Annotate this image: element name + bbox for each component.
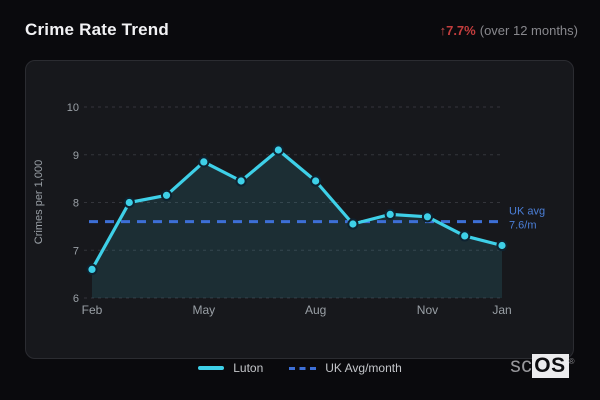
x-tick-label: Nov (417, 303, 438, 317)
scos-logo: scOS ® (510, 352, 575, 380)
data-point (459, 230, 471, 242)
trend-up-icon: ↑ (439, 23, 447, 38)
series-line (90, 148, 504, 271)
x-tick-label: Aug (305, 303, 326, 317)
legend-item-luton[interactable]: Luton (198, 361, 263, 375)
dashed-line-swatch-icon (289, 366, 317, 370)
trend-value: 7.7% (446, 23, 476, 38)
y-tick-label: 10 (67, 102, 79, 114)
data-point (384, 208, 396, 220)
logo-prefix: sc (510, 354, 533, 377)
x-tick-label: Feb (82, 303, 103, 317)
chart-legend: Luton UK Avg/month (0, 358, 600, 378)
legend-item-uk-avg[interactable]: UK Avg/month (289, 361, 402, 375)
chart-canvas: 6 7 8 9 10 Crimes per 1,000 Feb May Aug Nov Jan UK … (33, 102, 545, 317)
solid-line-swatch-icon (198, 366, 225, 370)
data-point (86, 263, 98, 275)
y-tick-label: 8 (73, 198, 79, 210)
page-title: Crime Rate Trend (25, 20, 169, 39)
uk-avg-value: 7.6/m (509, 220, 537, 232)
data-point (421, 211, 434, 223)
legend-label: Luton (233, 361, 264, 375)
x-tick-label: Jan (492, 303, 511, 317)
chart-panel: 6 7 8 9 10 Crimes per 1,000 Feb May Aug Nov Jan UK … (25, 60, 574, 359)
trend-caption: (over 12 months) (479, 23, 578, 38)
data-point (160, 189, 173, 201)
y-tick-label: 7 (73, 245, 79, 257)
logo-suffix: OS (532, 354, 569, 378)
y-tick-label: 9 (73, 150, 79, 162)
legend-label: UK Avg/month (325, 361, 402, 375)
data-point (272, 144, 284, 156)
card-header: Crime Rate Trend ↑7.7% (over 12 months) (25, 20, 578, 40)
data-point (496, 239, 508, 252)
data-point (310, 175, 322, 187)
y-tick-label: 6 (73, 293, 79, 305)
uk-avg-label: UK avg (509, 206, 545, 218)
registered-mark: ® (568, 357, 575, 366)
data-point (347, 218, 359, 230)
series-area (92, 150, 502, 298)
data-point (123, 196, 135, 209)
x-tick-label: May (192, 303, 215, 317)
y-axis-title: Crimes per 1,000 (33, 160, 45, 244)
trend-stat: ↑7.7% (over 12 months) (440, 23, 578, 38)
data-point (235, 175, 247, 187)
data-point (198, 156, 210, 168)
